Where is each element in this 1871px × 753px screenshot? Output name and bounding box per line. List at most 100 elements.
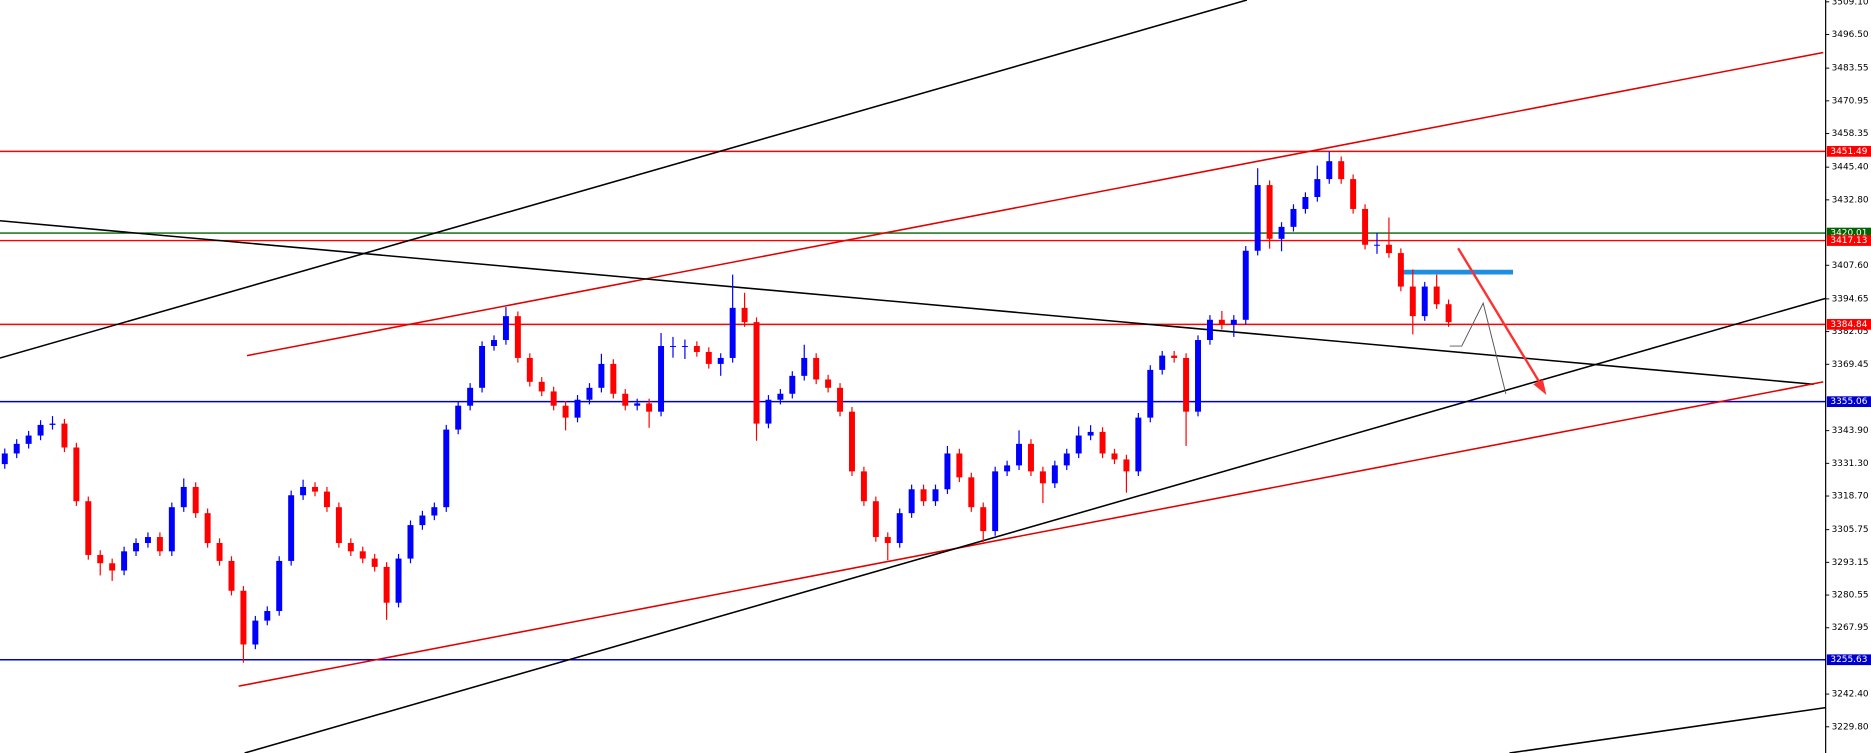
- level-label: 3420.01: [1830, 229, 1867, 239]
- candle-body: [395, 558, 402, 603]
- y-tick-label: 3445.40: [1832, 163, 1869, 173]
- y-tick-label: 3394.65: [1832, 294, 1869, 304]
- candle-body: [288, 495, 295, 561]
- candle-body: [968, 477, 975, 508]
- candle-body: [610, 363, 617, 394]
- y-tick-label: 3280.55: [1832, 591, 1869, 601]
- candle-body: [479, 346, 486, 388]
- level-label-box: [1826, 235, 1871, 246]
- y-tick-label: 3293.15: [1832, 558, 1869, 568]
- candle-body: [813, 357, 820, 380]
- candle-body: [1039, 471, 1046, 484]
- candle-body: [1230, 319, 1237, 325]
- candle-body: [1362, 208, 1369, 245]
- candle-body: [1445, 304, 1452, 323]
- level-label: 3255.63: [1830, 655, 1867, 665]
- candle-body: [729, 307, 736, 358]
- candle-body: [1206, 319, 1213, 341]
- candle-body: [801, 357, 808, 376]
- candle-body: [49, 423, 56, 425]
- candle-body: [789, 375, 796, 394]
- candle-body: [252, 620, 259, 645]
- y-tick-label: 3331.30: [1832, 459, 1869, 469]
- candle-body: [884, 537, 891, 544]
- candle-body: [204, 513, 211, 544]
- candle-body: [956, 453, 963, 478]
- y-tick-label: 3305.75: [1832, 525, 1869, 535]
- candle-body: [1385, 244, 1392, 254]
- forecast-path: [1449, 301, 1507, 394]
- trend-line: [246, 51, 1824, 357]
- candle-body: [681, 346, 688, 347]
- candle-body: [992, 471, 999, 532]
- candle-body: [383, 566, 390, 603]
- candle-body: [192, 486, 199, 514]
- candle-body: [323, 491, 330, 508]
- candle-body: [574, 399, 581, 418]
- candle-body: [1397, 253, 1404, 287]
- candle-body: [61, 423, 68, 448]
- y-tick-label: 3483.55: [1832, 64, 1869, 74]
- candle-body: [1254, 185, 1261, 251]
- candle-body: [13, 443, 20, 454]
- candle-body: [1314, 179, 1321, 198]
- candle-body: [419, 515, 426, 526]
- candle-body: [741, 307, 748, 323]
- candle-body: [872, 501, 879, 538]
- candle-body: [467, 387, 474, 406]
- candle-body: [443, 429, 450, 508]
- y-tick-label: 3458.35: [1832, 129, 1869, 139]
- y-tick-label: 3496.50: [1832, 30, 1869, 40]
- level-label: 3451.49: [1830, 147, 1867, 157]
- candle-body: [825, 379, 832, 388]
- candle-body: [1147, 369, 1154, 418]
- y-tick-label: 3343.90: [1832, 426, 1869, 436]
- candle-body: [634, 403, 641, 406]
- candle-body: [276, 560, 283, 612]
- candle-body: [455, 405, 462, 430]
- candle-body: [538, 381, 545, 392]
- candle-body: [562, 405, 569, 418]
- y-tick-label: 3509.10: [1832, 0, 1869, 7]
- candle-body: [1326, 161, 1333, 180]
- candle-body: [1075, 435, 1082, 454]
- candle-body: [73, 447, 80, 502]
- candle-body: [1266, 185, 1273, 239]
- candle-body: [491, 340, 497, 347]
- level-label-box: [1826, 396, 1871, 408]
- level-label-box: [1826, 227, 1871, 239]
- candle-body: [896, 513, 903, 544]
- trend-line: [1509, 706, 1826, 753]
- candle-body: [359, 551, 366, 559]
- trend-line: [244, 297, 1826, 753]
- trend-line: [0, 219, 1814, 386]
- candle-body: [121, 551, 128, 571]
- level-label: 3355.06: [1830, 397, 1867, 407]
- candle-body: [777, 393, 784, 400]
- candle-body: [335, 507, 342, 544]
- candle-body: [371, 558, 378, 567]
- candle-body: [97, 554, 104, 564]
- candle-body: [622, 393, 629, 406]
- candle-body: [347, 543, 354, 552]
- candle-body: [670, 346, 676, 347]
- level-label-box: [1826, 318, 1871, 330]
- candle-body: [1051, 465, 1058, 484]
- candle-body: [133, 543, 140, 552]
- candle-body: [514, 316, 521, 358]
- candle-body: [646, 403, 653, 412]
- candle-body: [25, 435, 32, 444]
- candle-body: [180, 486, 187, 508]
- candle-body: [980, 507, 987, 532]
- candle-body: [860, 471, 867, 502]
- candle-body: [1027, 443, 1034, 472]
- candle-body: [693, 346, 700, 352]
- candle-body: [1087, 431, 1094, 436]
- candle-body: [837, 387, 844, 412]
- y-tick-label: 3369.45: [1832, 360, 1869, 370]
- candle-body: [1374, 244, 1380, 246]
- candle-body: [1195, 340, 1201, 412]
